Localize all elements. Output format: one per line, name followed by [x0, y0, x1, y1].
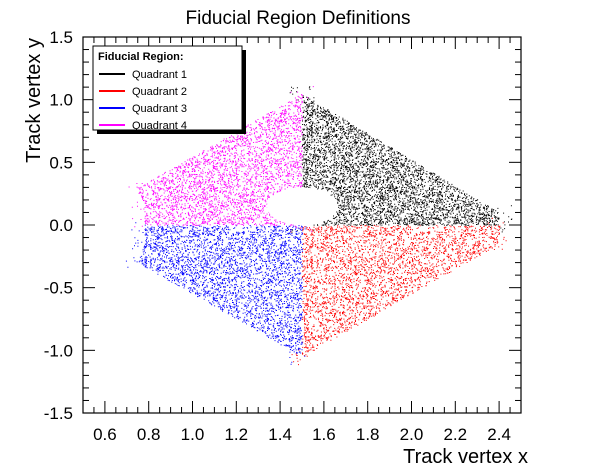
- series-point-cloud-2: [290, 217, 507, 366]
- chart-title: Fiducial Region Definitions: [186, 8, 411, 29]
- y-tick-label: 1.0: [49, 91, 73, 110]
- series-points-1: [289, 86, 513, 233]
- y-tick-label: 1.5: [49, 28, 73, 47]
- x-tick-label: 2.2: [443, 425, 467, 444]
- y-tick-label: -0.5: [44, 279, 73, 298]
- hole-layer: [266, 187, 338, 225]
- y-tick-labels: 1.5 1.0 0.5 0.0 -0.5 -1.0 -1.5: [44, 28, 73, 423]
- legend-entries: Quadrant 1 Quadrant 2 Quadrant 3 Quadrant 4: [99, 69, 187, 132]
- x-tick-label: 2.0: [400, 425, 424, 444]
- x-tick-labels: 0.6 0.8 1.0 1.2 1.4 1.6 1.8 2.0 2.2 2.4: [93, 425, 511, 444]
- y-tick-label: 0.5: [49, 153, 73, 172]
- legend-label: Quadrant 3: [132, 103, 187, 115]
- x-axis-label: Track vertex x: [403, 446, 528, 468]
- series-point-cloud-4: [128, 86, 314, 232]
- y-tick-label: -1.0: [44, 341, 73, 360]
- legend-entry: Quadrant 2: [99, 86, 187, 98]
- legend-entry: Quadrant 3: [99, 103, 187, 115]
- legend-entry: Quadrant 1: [99, 69, 187, 81]
- scatter-points-layer: [125, 86, 513, 366]
- x-tick-label: 1.8: [356, 425, 380, 444]
- legend-label: Quadrant 1: [132, 69, 187, 81]
- legend-entry: Quadrant 4: [99, 120, 187, 132]
- series-points-2: [290, 217, 507, 366]
- legend-box: [92, 45, 243, 131]
- central-hole: [266, 187, 338, 225]
- x-tick-label: 0.6: [93, 425, 117, 444]
- x-tick-label: 0.8: [137, 425, 161, 444]
- legend-label: Quadrant 2: [132, 86, 187, 98]
- y-tick-label: -1.5: [44, 404, 73, 423]
- x-tick-label: 1.0: [181, 425, 205, 444]
- x-tick-label: 1.2: [224, 425, 248, 444]
- y-tick-label: 0.0: [49, 216, 73, 235]
- x-tick-label: 1.6: [312, 425, 336, 444]
- series-points-4: [128, 86, 314, 232]
- series-point-cloud-1: [289, 86, 513, 233]
- x-tick-label: 1.4: [268, 425, 292, 444]
- legend-title: Fiducial Region:: [98, 51, 184, 63]
- axis-ticks: [82, 36, 522, 414]
- x-tick-label: 2.4: [487, 425, 511, 444]
- y-axis-label: Track vertex y: [23, 38, 45, 163]
- legend-label: Quadrant 4: [132, 120, 187, 132]
